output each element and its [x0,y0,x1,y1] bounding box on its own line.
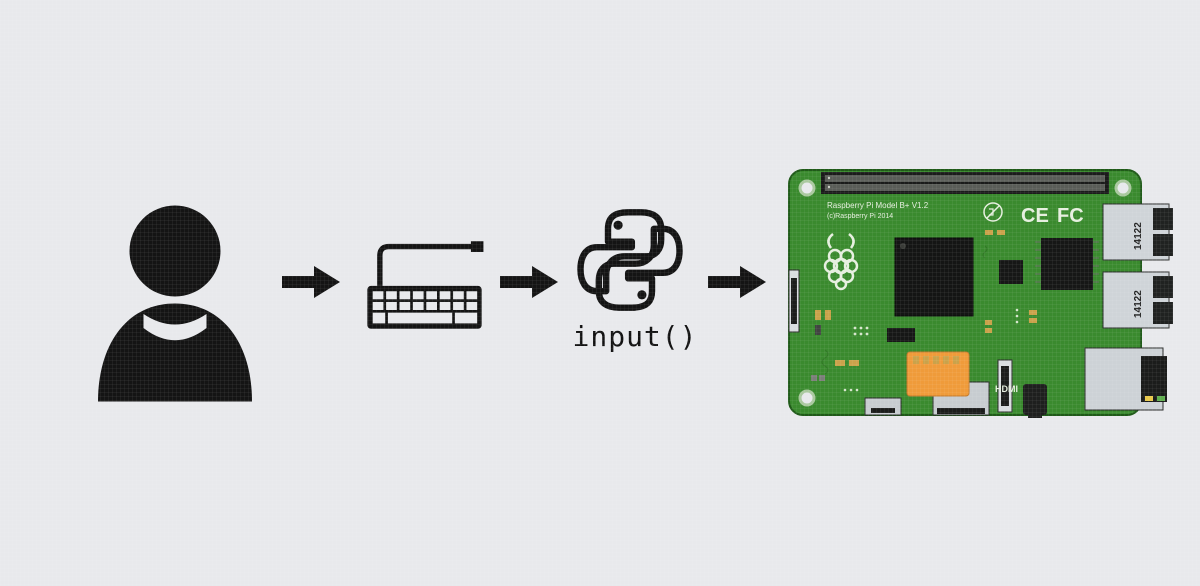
arrow-icon [498,262,562,302]
raspberry-pi-board: Raspberry Pi Model B+ V1.2 (c)Raspberry … [785,160,1175,425]
keyboard-icon [362,230,487,340]
pi-copyright-text: (c)Raspberry Pi 2014 [827,213,893,220]
python-input-label: input() [580,320,690,353]
arrow-icon [706,262,770,302]
fcc-label: FC [1057,205,1084,227]
python-logo-icon [575,205,685,315]
ce-label: CE [1021,205,1049,227]
user-icon [85,195,265,405]
pi-model-text: Raspberry Pi Model B+ V1.2 [827,201,929,210]
diagram-stage: input() Raspberry Pi M [0,0,1200,586]
usb-label-1: 14122 [1133,222,1144,250]
hdmi-label: HDMI [995,384,1018,394]
usb-label-2: 14122 [1133,290,1144,318]
arrow-icon [280,262,344,302]
